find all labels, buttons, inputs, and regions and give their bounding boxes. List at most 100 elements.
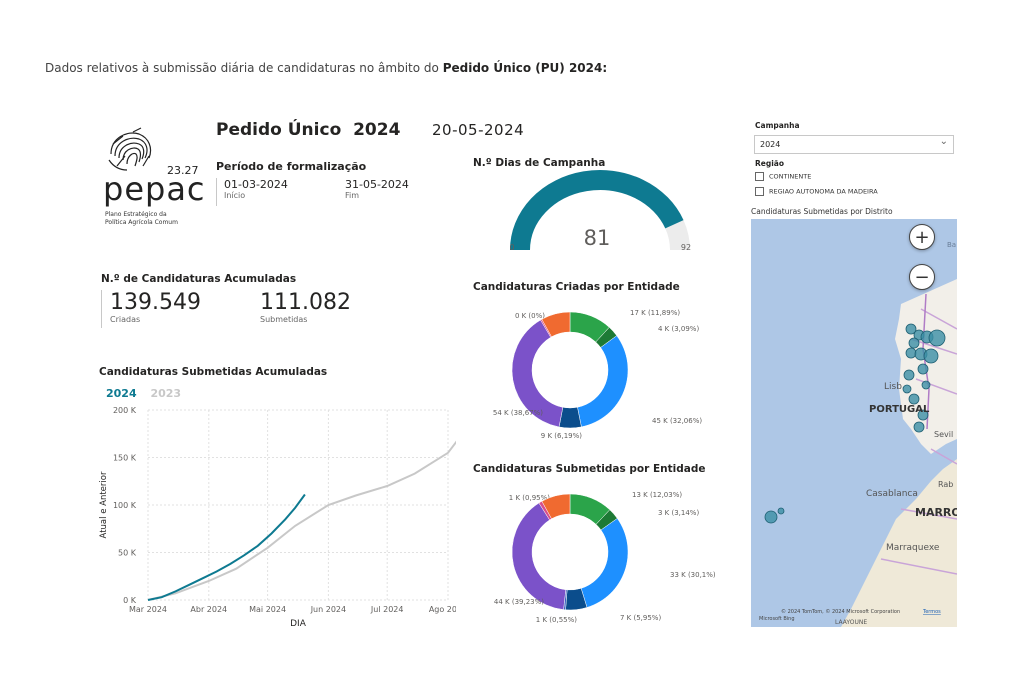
donut-data-label: 9 K (6,19%) bbox=[541, 432, 582, 440]
kpi-submetidas-label: Submetidas bbox=[260, 315, 308, 324]
x-tick-label: Jul 2024 bbox=[370, 605, 404, 614]
x-tick-label: Mar 2024 bbox=[129, 605, 167, 614]
donut-slice bbox=[511, 502, 567, 610]
periodo-start-label: Início bbox=[224, 191, 246, 200]
donut-slice bbox=[577, 335, 629, 428]
periodo-title: Período de formalização bbox=[216, 160, 367, 173]
donut-slice bbox=[541, 311, 571, 338]
donut-slice bbox=[580, 518, 629, 608]
x-tick-label: Abr 2024 bbox=[190, 605, 227, 614]
district-bubble bbox=[917, 409, 929, 421]
y-tick-label: 200 K bbox=[113, 406, 137, 415]
map-label-lisboa: Lisb bbox=[884, 382, 902, 392]
y-tick-label: 100 K bbox=[113, 501, 137, 510]
y-tick-label: 150 K bbox=[113, 454, 137, 463]
periodo-start: 01-03-2024 Início bbox=[216, 178, 288, 206]
y-axis-title: Atual e Anterior bbox=[99, 471, 109, 538]
logo-version: 23.27 bbox=[167, 164, 199, 177]
chevron-down-icon: ⌄ bbox=[939, 136, 948, 147]
linechart-title: Candidaturas Submetidas Acumuladas bbox=[99, 366, 328, 378]
map-label-casablanca: Casablanca bbox=[866, 489, 918, 499]
campanha-value: 2024 bbox=[760, 140, 781, 149]
district-bubble bbox=[908, 393, 920, 405]
x-tick-label: Ago 2024 bbox=[429, 605, 456, 614]
donut-criadas: 17 K (11,89%) 4 K (3,09%) 45 K (32,06%) 9 K… bbox=[493, 309, 702, 440]
series-line-2023 bbox=[147, 440, 456, 601]
district-bubble bbox=[928, 329, 946, 347]
zoom-in-button[interactable]: + bbox=[909, 224, 935, 250]
district-bubble bbox=[903, 369, 915, 381]
map-label-portugal: PORTUGAL bbox=[869, 404, 930, 415]
donut-data-label: 4 K (3,09%) bbox=[658, 325, 699, 333]
district-bubble bbox=[923, 348, 939, 364]
donut-data-label: 0 K (0%) bbox=[515, 312, 545, 320]
land-morocco bbox=[841, 459, 957, 627]
map-label-marraquexe: Marraquexe bbox=[886, 543, 940, 553]
regiao-option-label: REGIAO AUTONOMA DA MADEIRA bbox=[769, 187, 878, 196]
district-bubble bbox=[905, 323, 917, 335]
pepac-logo: 23.27 pepac Plano Estratégico da Polític… bbox=[103, 126, 206, 230]
road bbox=[880, 308, 957, 575]
series-line-2024 bbox=[147, 493, 306, 601]
district-bubble bbox=[908, 337, 920, 349]
map[interactable]: Ba Lisb PORTUGAL Sevil Rab Casablanca MA… bbox=[751, 219, 957, 627]
donut-data-label: 33 K (30,1%) bbox=[670, 571, 716, 579]
donut-slice bbox=[541, 493, 571, 520]
donut-data-label: 3 K (3,14%) bbox=[658, 509, 699, 517]
gauge-max: 92 bbox=[681, 243, 691, 252]
logo-brand: pepac bbox=[103, 170, 206, 208]
donut-data-label: 45 K (32,06%) bbox=[652, 417, 702, 425]
periodo-start-value: 01-03-2024 bbox=[224, 178, 288, 191]
regiao-option-madeira[interactable]: REGIAO AUTONOMA DA MADEIRA bbox=[755, 187, 878, 196]
periodo-end-label: Fim bbox=[345, 191, 360, 200]
map-label-rabat: Rab bbox=[938, 480, 953, 489]
y-tick-label: 50 K bbox=[118, 549, 137, 558]
map-bubbles bbox=[764, 323, 946, 524]
donut2-title: Candidaturas Submetidas por Entidade bbox=[473, 463, 706, 475]
checkbox[interactable] bbox=[755, 172, 764, 181]
district-bubble bbox=[777, 507, 785, 515]
fingerprint-icon bbox=[108, 127, 152, 171]
acumuladas-title: N.º de Candidaturas Acumuladas bbox=[101, 273, 297, 285]
map-bing-logo: Microsoft Bing bbox=[759, 616, 795, 622]
campanha-label: Campanha bbox=[755, 121, 800, 130]
district-bubble bbox=[921, 380, 931, 390]
regiao-option-continente[interactable]: CONTINENTE bbox=[755, 172, 811, 181]
district-bubble bbox=[764, 510, 778, 524]
map-title: Candidaturas Submetidas por Distrito bbox=[751, 207, 893, 216]
donut-data-label: 54 K (38,67%) bbox=[493, 409, 543, 417]
legend-2023[interactable]: 2023 bbox=[150, 387, 182, 400]
district-bubble bbox=[917, 363, 929, 375]
kpi-criadas-value: 139.549 bbox=[110, 290, 201, 315]
district-bubble bbox=[913, 421, 925, 433]
map-label-layoune: LAAYOUNE bbox=[835, 619, 867, 626]
intro-text: Dados relativos à submissão diária de ca… bbox=[45, 61, 608, 75]
gauge-title: N.º Dias de Campanha bbox=[473, 157, 606, 169]
page-title: Pedido Único 2024 bbox=[216, 120, 401, 140]
district-bubble bbox=[905, 347, 917, 359]
kpi-criadas: 139.549 Criadas bbox=[101, 290, 201, 328]
donut-data-label: 7 K (5,95%) bbox=[620, 614, 661, 622]
map-label-sevilla: Sevil bbox=[934, 430, 953, 439]
donut-slice bbox=[511, 319, 564, 428]
checkbox[interactable] bbox=[755, 187, 764, 196]
x-tick-label: Jun 2024 bbox=[310, 605, 346, 614]
logo-line2: Política Agrícola Comum bbox=[105, 219, 178, 226]
gauge-fill bbox=[510, 170, 684, 251]
periodo-end-value: 31-05-2024 bbox=[345, 178, 409, 191]
donut-data-label: 13 K (12,03%) bbox=[632, 491, 682, 499]
campanha-dropdown[interactable]: 2024 ⌄ bbox=[754, 135, 954, 154]
legend-2024[interactable]: 2024 bbox=[106, 387, 137, 400]
map-canvas: Ba Lisb PORTUGAL Sevil Rab Casablanca MA… bbox=[759, 241, 957, 627]
zoom-out-button[interactable]: − bbox=[909, 264, 935, 290]
x-tick-label: Mai 2024 bbox=[249, 605, 286, 614]
report-date: 20-05-2024 bbox=[432, 121, 525, 139]
map-label-marrocos: MARRO bbox=[915, 506, 957, 519]
kpi-submetidas: 111.082 Submetidas bbox=[260, 290, 351, 324]
regiao-option-label: CONTINENTE bbox=[769, 172, 812, 181]
kpi-criadas-label: Criadas bbox=[110, 315, 141, 324]
gauge-chart: 0 92 81 bbox=[509, 170, 691, 252]
logo-line1: Plano Estratégico da bbox=[105, 211, 167, 218]
periodo-end: 31-05-2024 Fim bbox=[345, 178, 409, 200]
donut-data-label: 17 K (11,89%) bbox=[630, 309, 680, 317]
